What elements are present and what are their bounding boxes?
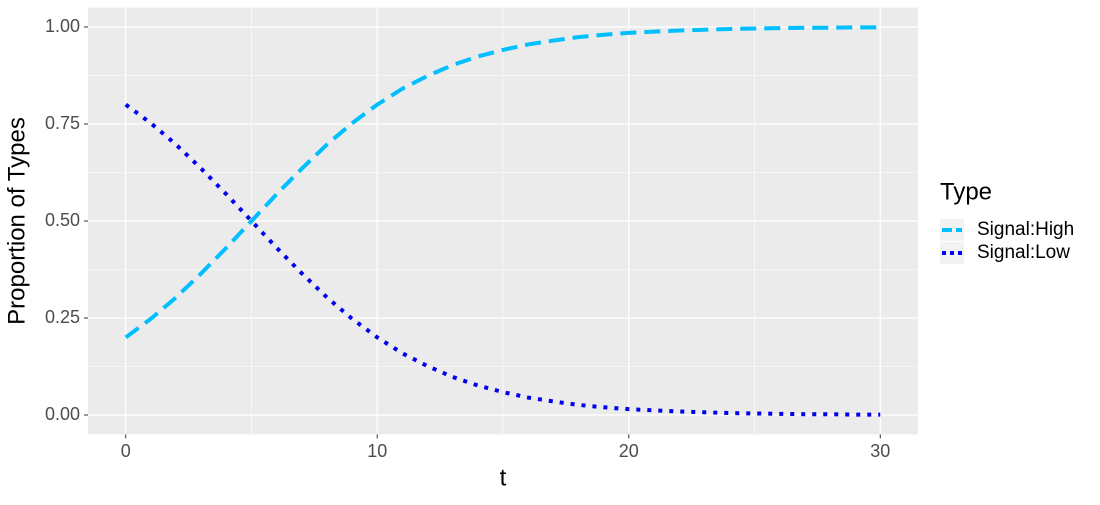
legend-label: Signal:Low (977, 242, 1070, 263)
y-tick-label: 1.00 (45, 16, 80, 36)
x-tick-label: 20 (619, 441, 639, 461)
x-tick-label: 0 (121, 441, 131, 461)
line (124, 25, 881, 340)
y-axis-label: Proportion of Types (3, 117, 30, 325)
y-tick-label: 0.00 (45, 404, 80, 424)
x-tick-label: 30 (870, 441, 890, 461)
y-tick-label: 0.25 (45, 307, 80, 327)
legend-title: Type (940, 178, 992, 205)
x-axis-label: t (500, 464, 507, 491)
y-tick-label: 0.75 (45, 113, 80, 133)
x-tick-label: 10 (367, 441, 387, 461)
legend-label: Signal:High (977, 219, 1074, 240)
y-tick-label: 0.50 (45, 210, 80, 230)
